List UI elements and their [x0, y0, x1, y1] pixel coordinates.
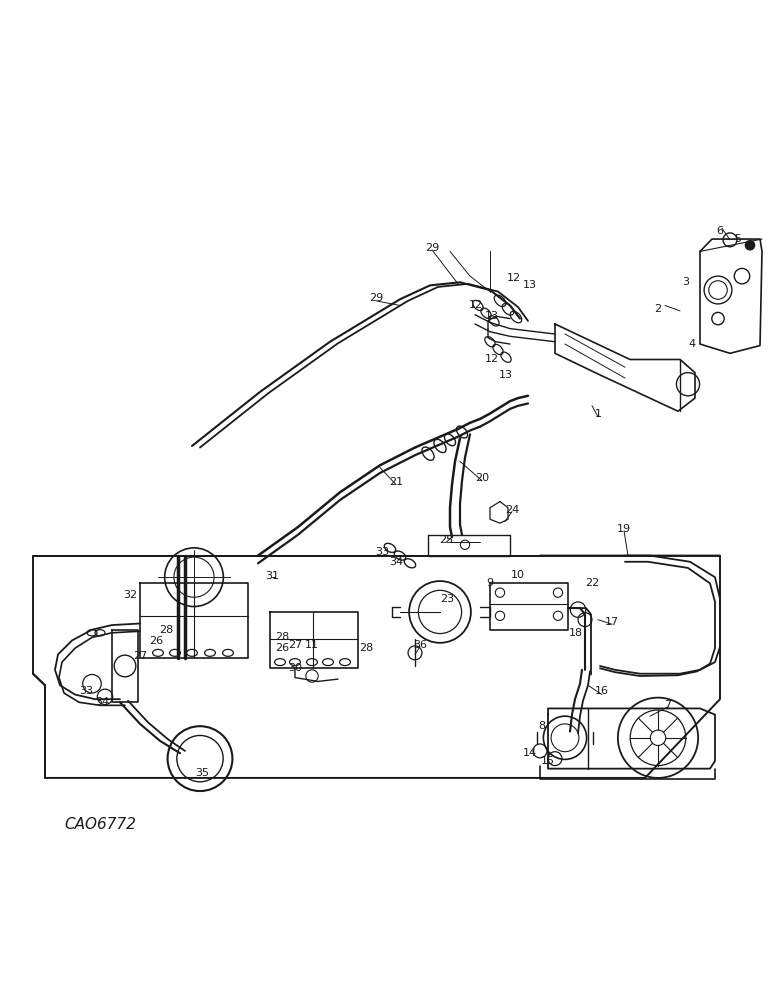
Text: 36: 36 [413, 640, 427, 650]
Text: 5: 5 [734, 234, 741, 244]
Text: 34: 34 [389, 557, 403, 567]
Text: 23: 23 [440, 594, 454, 604]
Text: 10: 10 [511, 570, 525, 580]
Text: 26: 26 [275, 643, 289, 653]
Text: 33: 33 [79, 686, 93, 696]
Text: 16: 16 [595, 686, 609, 696]
Text: 28: 28 [159, 625, 173, 635]
Text: 9: 9 [486, 578, 493, 588]
Circle shape [650, 730, 665, 745]
Text: 21: 21 [389, 477, 403, 487]
Text: 7: 7 [665, 700, 672, 710]
Text: 1: 1 [594, 409, 601, 419]
Text: 34: 34 [95, 697, 109, 707]
Text: 33: 33 [375, 547, 389, 557]
Text: 6: 6 [716, 226, 723, 236]
Text: 3: 3 [682, 277, 689, 287]
Text: 14: 14 [523, 748, 537, 758]
Circle shape [746, 241, 755, 250]
Text: 32: 32 [123, 590, 137, 600]
Text: 13: 13 [499, 370, 513, 380]
Text: 8: 8 [538, 721, 546, 731]
Text: 24: 24 [505, 505, 519, 515]
Text: 29: 29 [425, 243, 439, 253]
Text: 19: 19 [617, 524, 631, 534]
Text: 27: 27 [133, 651, 147, 661]
Text: 29: 29 [369, 293, 383, 303]
Text: 31: 31 [265, 571, 279, 581]
Text: 12: 12 [469, 300, 483, 310]
Text: 18: 18 [569, 628, 583, 638]
Text: 20: 20 [475, 473, 489, 483]
Text: 30: 30 [288, 663, 302, 673]
Circle shape [709, 281, 727, 299]
Text: 27: 27 [288, 640, 302, 650]
Text: 13: 13 [523, 280, 537, 290]
Text: 17: 17 [605, 617, 619, 627]
Text: 15: 15 [541, 756, 555, 766]
Text: CAO6772: CAO6772 [64, 817, 136, 832]
Text: 28: 28 [275, 632, 290, 642]
Text: 28: 28 [359, 643, 373, 653]
Text: 22: 22 [585, 578, 599, 588]
Text: 12: 12 [485, 354, 499, 364]
Text: 2: 2 [655, 304, 662, 314]
Text: 12: 12 [507, 273, 521, 283]
Text: 13: 13 [485, 311, 499, 321]
Text: 11: 11 [305, 640, 319, 650]
Text: 26: 26 [149, 636, 163, 646]
Text: 35: 35 [195, 768, 209, 778]
Text: 4: 4 [689, 339, 696, 349]
Text: 25: 25 [439, 535, 453, 545]
